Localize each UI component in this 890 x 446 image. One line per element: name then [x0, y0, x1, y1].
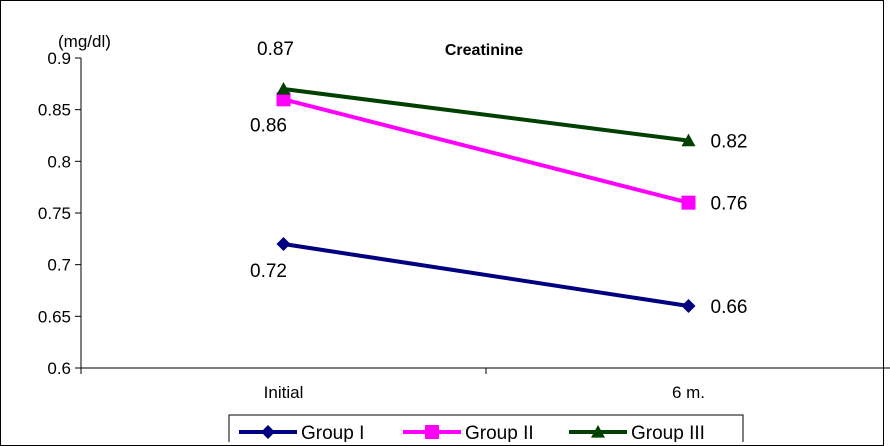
axes: 0.6 0.65 0.7 0.75 0.8 0.85 0.9 Initial 6 m.	[38, 49, 890, 402]
legend-item: Group III	[569, 423, 705, 442]
y-axis-unit-label: (mg/dl)	[58, 32, 111, 51]
diamond-marker	[681, 299, 696, 313]
diamond-marker	[261, 425, 275, 439]
y-tick-label: 0.7	[47, 256, 71, 275]
x-tick-label: 6 m.	[672, 383, 705, 402]
y-tick-label: 0.75	[38, 204, 71, 223]
x-tick-label: Initial	[264, 383, 304, 402]
triangle-marker	[276, 82, 291, 95]
square-marker	[276, 92, 291, 107]
data-label: 0.87	[257, 39, 294, 60]
legend-label: Group III	[631, 423, 705, 442]
y-tick-label: 0.85	[38, 101, 71, 120]
series-line	[283, 87, 689, 143]
triangle-marker	[591, 425, 605, 438]
square-marker	[425, 425, 439, 439]
triangle-marker	[681, 133, 696, 147]
data-label: 0.66	[711, 297, 748, 318]
series-line	[283, 242, 689, 308]
chart-title: Creatinine	[445, 42, 523, 59]
data-label: 0.72	[250, 261, 287, 282]
series-group-ii	[276, 92, 696, 210]
legend: Group I Group II Group III	[228, 414, 744, 442]
y-tick-label: 0.9	[47, 49, 71, 68]
y-tick-label: 0.6	[47, 359, 71, 378]
data-label: 0.76	[711, 194, 748, 215]
y-tick-label: 0.65	[38, 307, 71, 326]
y-tick-label: 0.8	[47, 152, 71, 171]
legend-item: Group II	[403, 423, 534, 442]
legend-item: Group I	[239, 423, 364, 442]
data-label: 0.86	[250, 115, 287, 136]
data-label: 0.82	[711, 132, 748, 153]
data-labels: 0.72 0.66 0.86 0.76 0.87 0.82	[250, 39, 747, 318]
series-layer	[276, 82, 696, 313]
series-group-i	[276, 237, 696, 313]
diamond-marker	[276, 237, 291, 251]
legend-label: Group I	[301, 423, 364, 442]
square-marker	[681, 195, 696, 210]
series-line	[283, 97, 689, 205]
legend-label: Group II	[465, 423, 534, 442]
series-group-iii	[276, 82, 696, 147]
legend-box	[228, 414, 744, 442]
